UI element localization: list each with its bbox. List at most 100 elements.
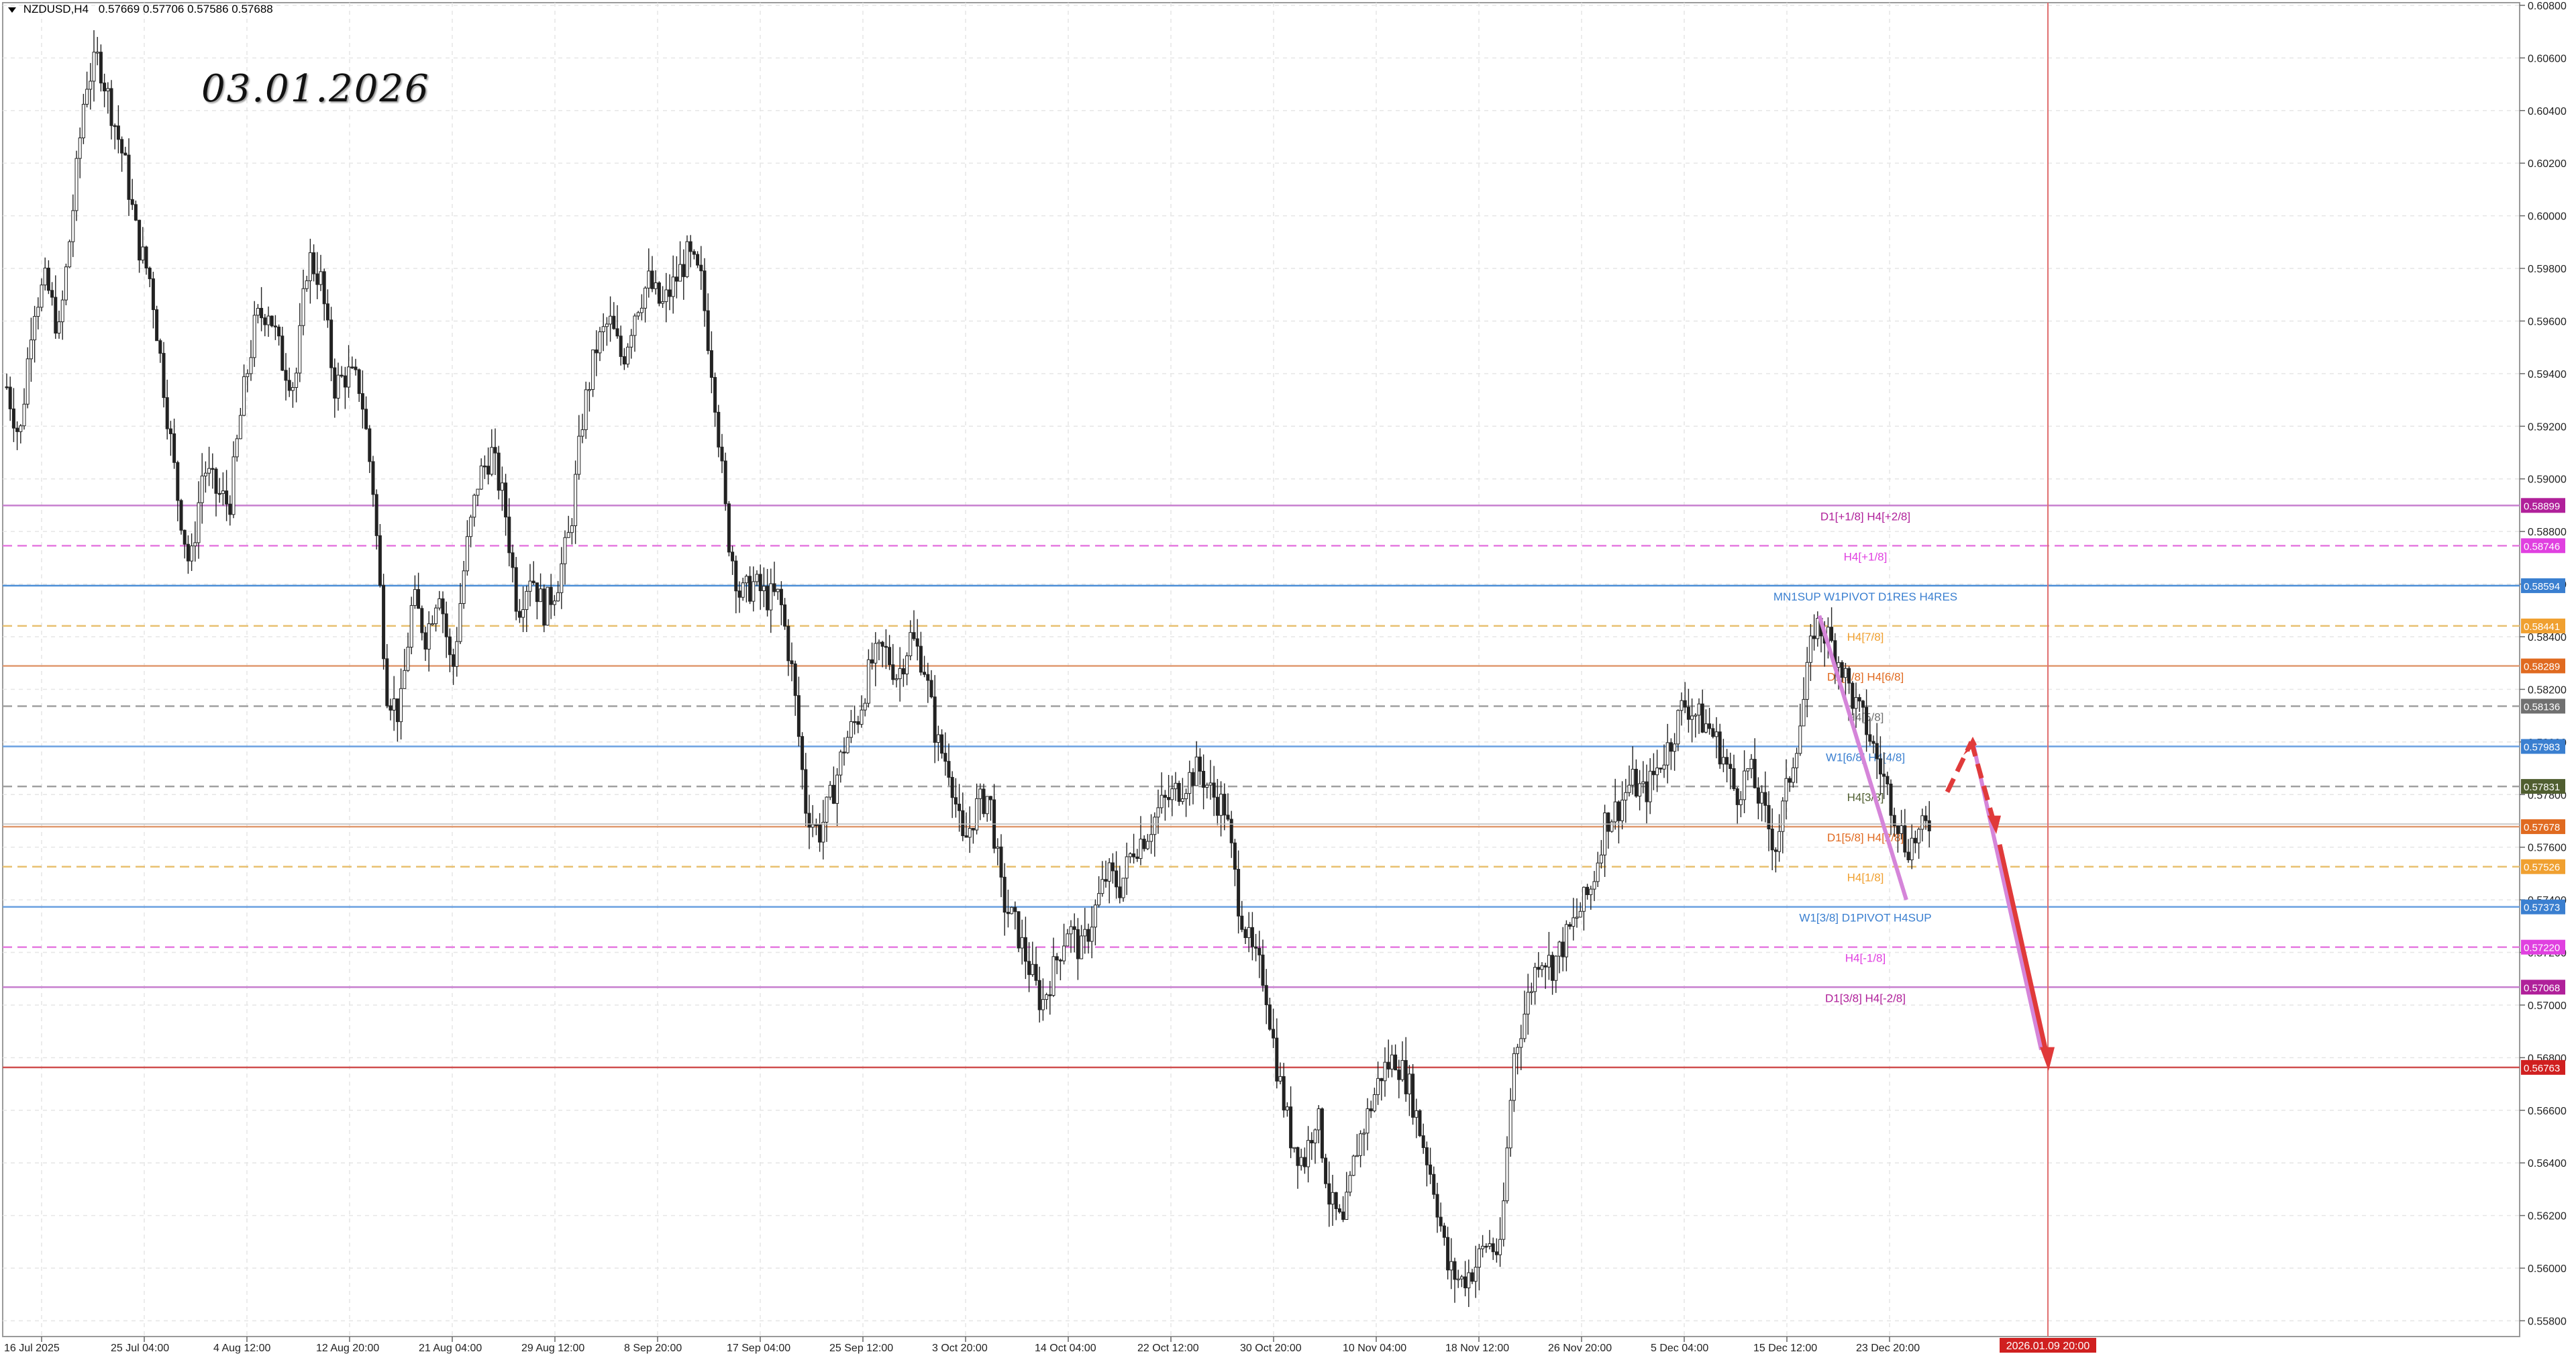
candle-body	[151, 278, 155, 311]
candle-body	[1058, 959, 1062, 961]
candle-body	[1878, 758, 1882, 775]
candle-body	[85, 89, 89, 105]
candle-body	[863, 702, 867, 711]
candle-body	[713, 377, 717, 413]
candle-body	[814, 824, 818, 826]
candle-body	[33, 316, 37, 341]
y-tick-label: 0.60400	[2528, 106, 2567, 117]
candle-body	[661, 301, 665, 304]
forecast-down-dashed	[1969, 741, 1997, 825]
candle-body	[186, 543, 190, 562]
candle-body	[1453, 1261, 1457, 1280]
candle-body	[1529, 991, 1533, 993]
candle-body	[347, 366, 351, 388]
candle-body	[92, 52, 96, 82]
candle-body	[71, 210, 75, 242]
y-tick-label: 0.58400	[2528, 632, 2567, 643]
candle-body	[1686, 707, 1690, 720]
candle-body	[1418, 1110, 1422, 1137]
candle-body	[1749, 759, 1753, 770]
candle-body	[1665, 742, 1669, 766]
candle-body	[1292, 1147, 1296, 1149]
candle-body	[1240, 915, 1244, 930]
candle-body	[1414, 1110, 1419, 1118]
candle-body	[947, 761, 951, 778]
x-tick-label: 18 Nov 12:00	[1445, 1343, 1509, 1354]
candle-body	[1170, 788, 1174, 800]
candle-body	[493, 447, 497, 454]
candle-body	[465, 536, 469, 572]
candle-body	[1208, 782, 1213, 786]
candle-body	[734, 560, 738, 592]
candle-body	[1861, 700, 1865, 708]
candle-body	[382, 584, 386, 660]
candle-body	[766, 586, 770, 611]
candle-body	[1651, 770, 1655, 776]
candle-body	[1760, 792, 1764, 804]
candle-body	[1756, 787, 1760, 804]
price-tag	[2521, 698, 2565, 714]
candle-body	[1264, 985, 1268, 1006]
time-marker-tag	[2000, 1338, 2096, 1353]
candle-body	[546, 586, 550, 626]
candle-body	[455, 641, 459, 667]
candle-body	[214, 468, 218, 494]
candle-body	[1051, 956, 1055, 996]
candle-body	[804, 769, 808, 814]
candle-body	[1233, 842, 1237, 870]
candle-body	[68, 241, 72, 268]
candle-body	[29, 340, 33, 360]
candle-body	[1808, 635, 1812, 663]
candle-body	[504, 482, 508, 518]
candle-body	[479, 465, 483, 490]
candle-body	[825, 796, 829, 823]
candle-body	[490, 447, 494, 475]
candle-body	[639, 307, 643, 313]
candle-body	[1355, 1155, 1359, 1157]
candle-body	[1002, 876, 1007, 913]
candle-body	[1027, 961, 1031, 976]
arrowhead-icon	[1963, 736, 1977, 755]
x-tick-label: 5 Dec 04:00	[1651, 1343, 1708, 1354]
candle-body	[486, 466, 491, 475]
candle-body	[252, 315, 256, 358]
candle-body	[148, 268, 152, 279]
candle-body	[958, 803, 962, 811]
candle-body	[1093, 904, 1097, 928]
candle-body	[437, 598, 442, 609]
candle-body	[912, 632, 916, 639]
candle-body	[1048, 994, 1052, 996]
candle-body	[1540, 965, 1544, 970]
candle-body	[650, 270, 654, 289]
candle-body	[315, 273, 319, 285]
candle-body	[500, 482, 504, 491]
y-tick-label: 0.56600	[2528, 1106, 2567, 1117]
candle-body	[577, 435, 581, 475]
candle-body	[273, 325, 277, 327]
candle-body	[884, 645, 888, 648]
candle-body	[1380, 1078, 1384, 1082]
candle-body	[688, 241, 692, 252]
price-tag	[2521, 658, 2565, 674]
candle-body	[1641, 781, 1645, 784]
candle-body	[1638, 783, 1642, 797]
symbol-header: NZDUSD,H4 0.57669 0.57706 0.57586 0.5768…	[8, 3, 273, 16]
candle-body	[1557, 941, 1561, 957]
candle-body	[1202, 770, 1206, 788]
candle-body	[1477, 1248, 1481, 1268]
candle-body	[1435, 1194, 1439, 1218]
candle-body	[1631, 768, 1635, 786]
candle-body	[1348, 1175, 1352, 1193]
candle-body	[200, 475, 204, 503]
candle-body	[1341, 1211, 1345, 1220]
candle-body	[1526, 992, 1530, 1014]
date-annotation: 03.01.2026	[201, 67, 430, 111]
candle-body	[1673, 743, 1677, 752]
dropdown-triangle-icon[interactable]	[8, 7, 16, 13]
price-tag-label: 0.58746	[2524, 541, 2560, 552]
candle-body	[605, 323, 609, 327]
candle-body	[772, 583, 776, 592]
candle-body	[1743, 770, 1747, 800]
candle-body	[1917, 829, 1921, 843]
